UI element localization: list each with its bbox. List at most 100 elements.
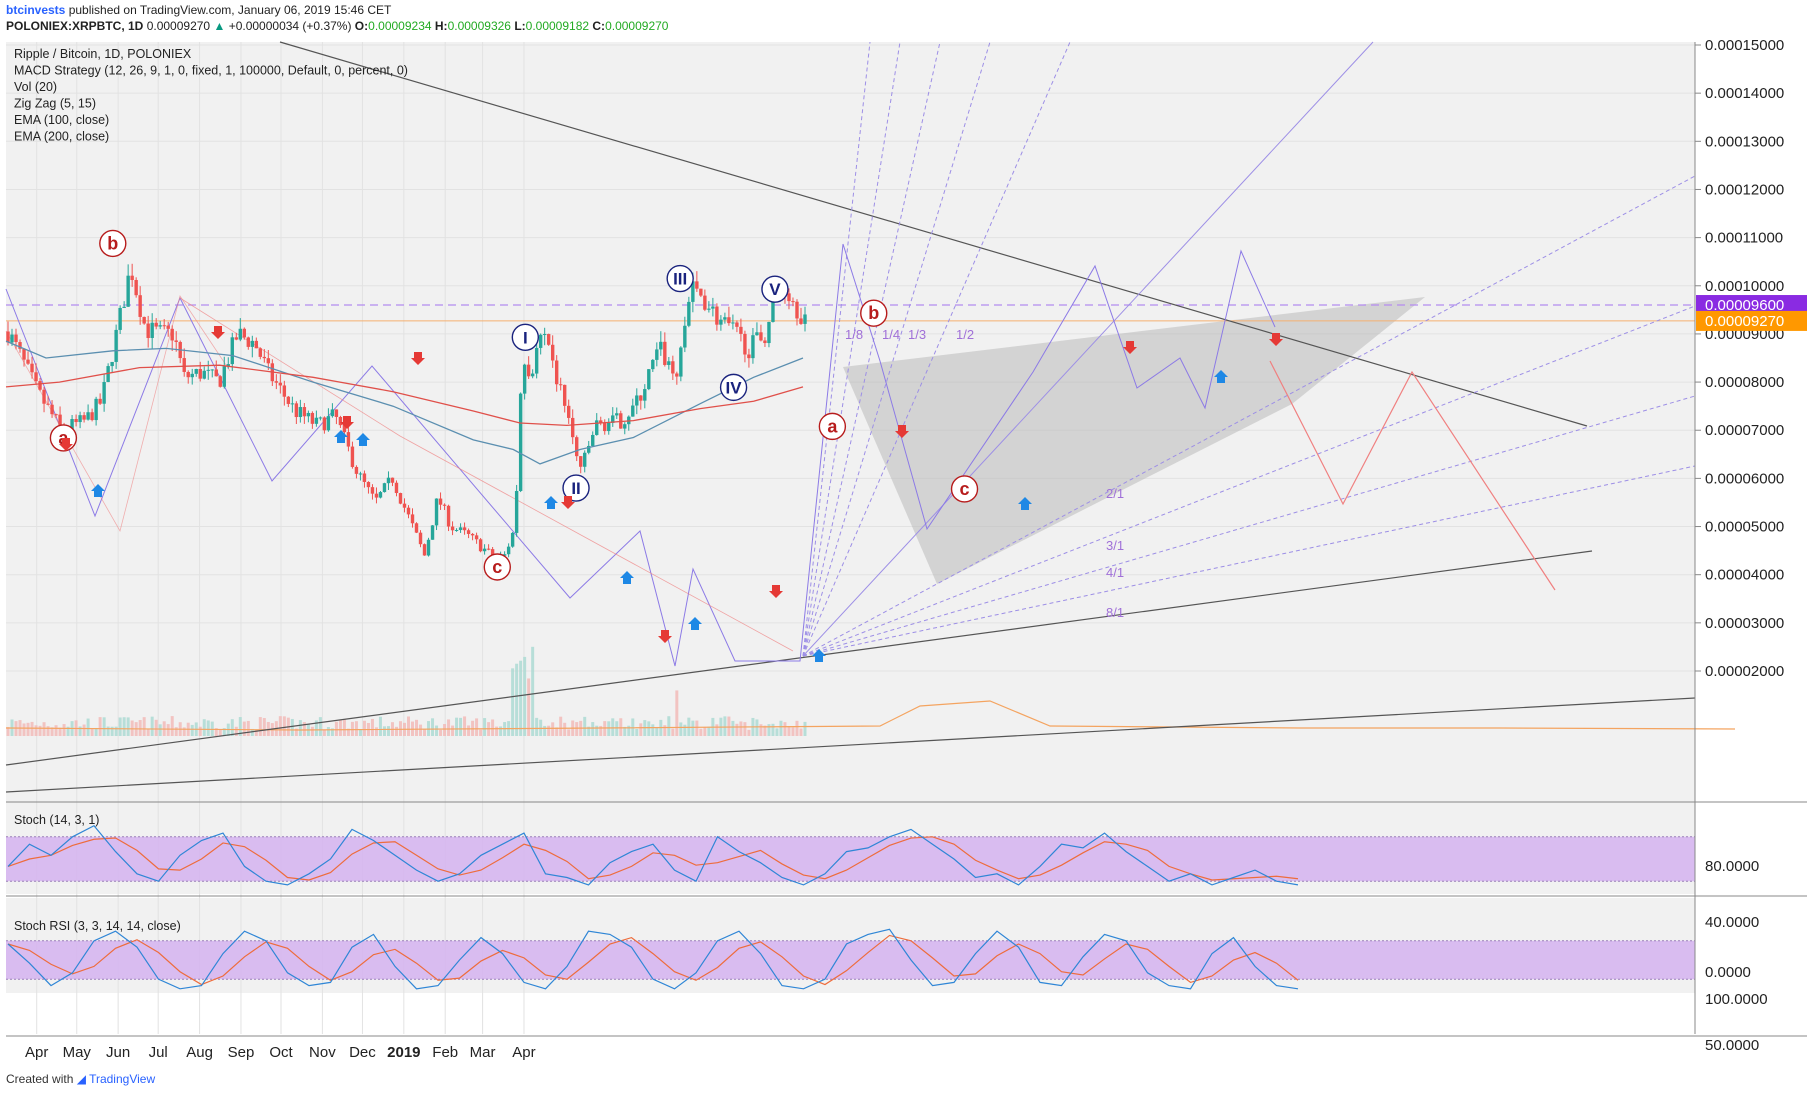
x-tick-label: Feb	[432, 1044, 458, 1061]
candle-body	[122, 306, 126, 308]
volume-bar	[583, 716, 587, 736]
volume-bar	[30, 721, 34, 736]
candle-body	[510, 532, 515, 547]
gann-label: 1/4	[882, 327, 900, 342]
volume-bar	[459, 717, 463, 736]
candle-body	[342, 425, 347, 433]
candle-body	[210, 369, 214, 371]
x-tick-label: May	[63, 1044, 92, 1061]
candle-body	[731, 322, 735, 324]
gann-fan-line	[802, 41, 991, 657]
candle-body	[751, 335, 755, 359]
candle-body	[82, 415, 86, 420]
candle-body	[266, 358, 271, 364]
candle-body	[747, 354, 751, 359]
candle-body	[667, 361, 671, 365]
wave-label-circle	[950, 475, 979, 503]
time-axis[interactable]: Apr May Jun Jul Aug Sep Oct Nov Dec 2019 Feb Mar Apr	[25, 1044, 536, 1061]
candle-body	[687, 301, 691, 326]
candle-body	[466, 530, 471, 534]
gann-fan-line	[802, 465, 1696, 657]
x-tick-label: Nov	[309, 1044, 336, 1061]
volume-bar	[547, 725, 551, 736]
volume-bar	[695, 720, 699, 736]
candle-body	[190, 373, 194, 378]
x-tick-label: Sep	[228, 1044, 255, 1061]
candle-body	[30, 363, 34, 373]
x-tick-label: Oct	[269, 1044, 293, 1061]
candle-body	[595, 420, 599, 435]
volume-bar	[322, 729, 326, 736]
candle-body	[534, 347, 539, 374]
candle-body	[22, 348, 26, 360]
candle-body	[286, 396, 291, 404]
volume-bar	[114, 726, 118, 736]
pane-title: Stoch (14, 3, 1)	[14, 813, 99, 827]
volume-bar	[210, 721, 214, 736]
volume-bar	[386, 726, 390, 736]
wave-label: III	[673, 270, 687, 289]
volume-bar	[334, 721, 338, 736]
volume-bar	[26, 722, 30, 736]
candle-body	[426, 539, 431, 556]
pane-tick-label: 80.0000	[1705, 858, 1759, 875]
volume-bar	[262, 718, 266, 736]
volume-bar	[771, 723, 775, 736]
candle-body	[599, 420, 603, 423]
candle-body	[10, 334, 14, 343]
chart-canvas[interactable]: 1/8 1/4 1/3 1/22/13/14/18/1 abcIIIIIIIVVabc…	[0, 36, 1807, 1076]
wave-label-circle	[99, 229, 127, 258]
candle-body	[238, 328, 242, 340]
candle-body	[530, 373, 535, 377]
candle-body	[114, 329, 118, 362]
volume-bar	[158, 724, 162, 736]
candle-body	[170, 328, 174, 341]
volume-bar	[118, 717, 122, 736]
volume-bar	[559, 716, 563, 736]
candle-body	[174, 340, 178, 342]
volume-bar	[222, 728, 226, 736]
price-tag-last	[1696, 310, 1807, 331]
wave-label-circle	[666, 264, 694, 293]
volume-bar	[258, 717, 262, 736]
volume-bar	[671, 728, 675, 736]
candle-body	[603, 422, 607, 432]
volume-bar	[443, 724, 447, 736]
volume-bar	[731, 720, 735, 736]
open-label: O:	[354, 19, 369, 33]
legend-line: Zig Zag (5, 15)	[14, 97, 96, 111]
volume-bar	[767, 724, 771, 736]
candle-body	[462, 527, 467, 531]
candles[interactable]	[6, 263, 807, 563]
volume-bar	[735, 723, 739, 736]
price-tag-last-label: 0.00009270	[1705, 313, 1784, 330]
candle-body	[158, 325, 162, 327]
volume-bar	[567, 729, 571, 736]
gann-label: 3/1	[1106, 538, 1124, 553]
volume-bar	[374, 727, 378, 736]
volume-bar	[302, 722, 306, 736]
candle-body	[771, 298, 775, 322]
candle-body	[454, 529, 459, 531]
volume-bar	[791, 727, 795, 736]
candle-body	[258, 348, 263, 357]
candle-body	[631, 405, 635, 417]
y-tick-label: 0.00011000	[1705, 230, 1783, 247]
volume-bar	[531, 646, 535, 736]
volume-bar	[747, 729, 751, 736]
volume-bar	[427, 721, 431, 736]
gann-label: 1/8	[845, 327, 863, 342]
volume-bar	[739, 721, 743, 736]
price-axis[interactable]: 0.00015000 0.00014000 0.00013000 0.00012000…	[1695, 37, 1807, 680]
volume-bar	[523, 656, 527, 736]
oscillator-k-line	[7, 824, 1299, 886]
candle-body	[86, 412, 90, 420]
triangle-pattern	[843, 297, 1425, 584]
volume-bar	[795, 720, 799, 736]
candle-body	[587, 445, 591, 453]
candle-body	[154, 322, 158, 327]
tradingview-brand[interactable]: TradingView	[89, 1072, 156, 1086]
candle-body	[538, 334, 543, 348]
author-link[interactable]: btcinvests	[6, 3, 66, 17]
candle-body	[146, 323, 150, 338]
